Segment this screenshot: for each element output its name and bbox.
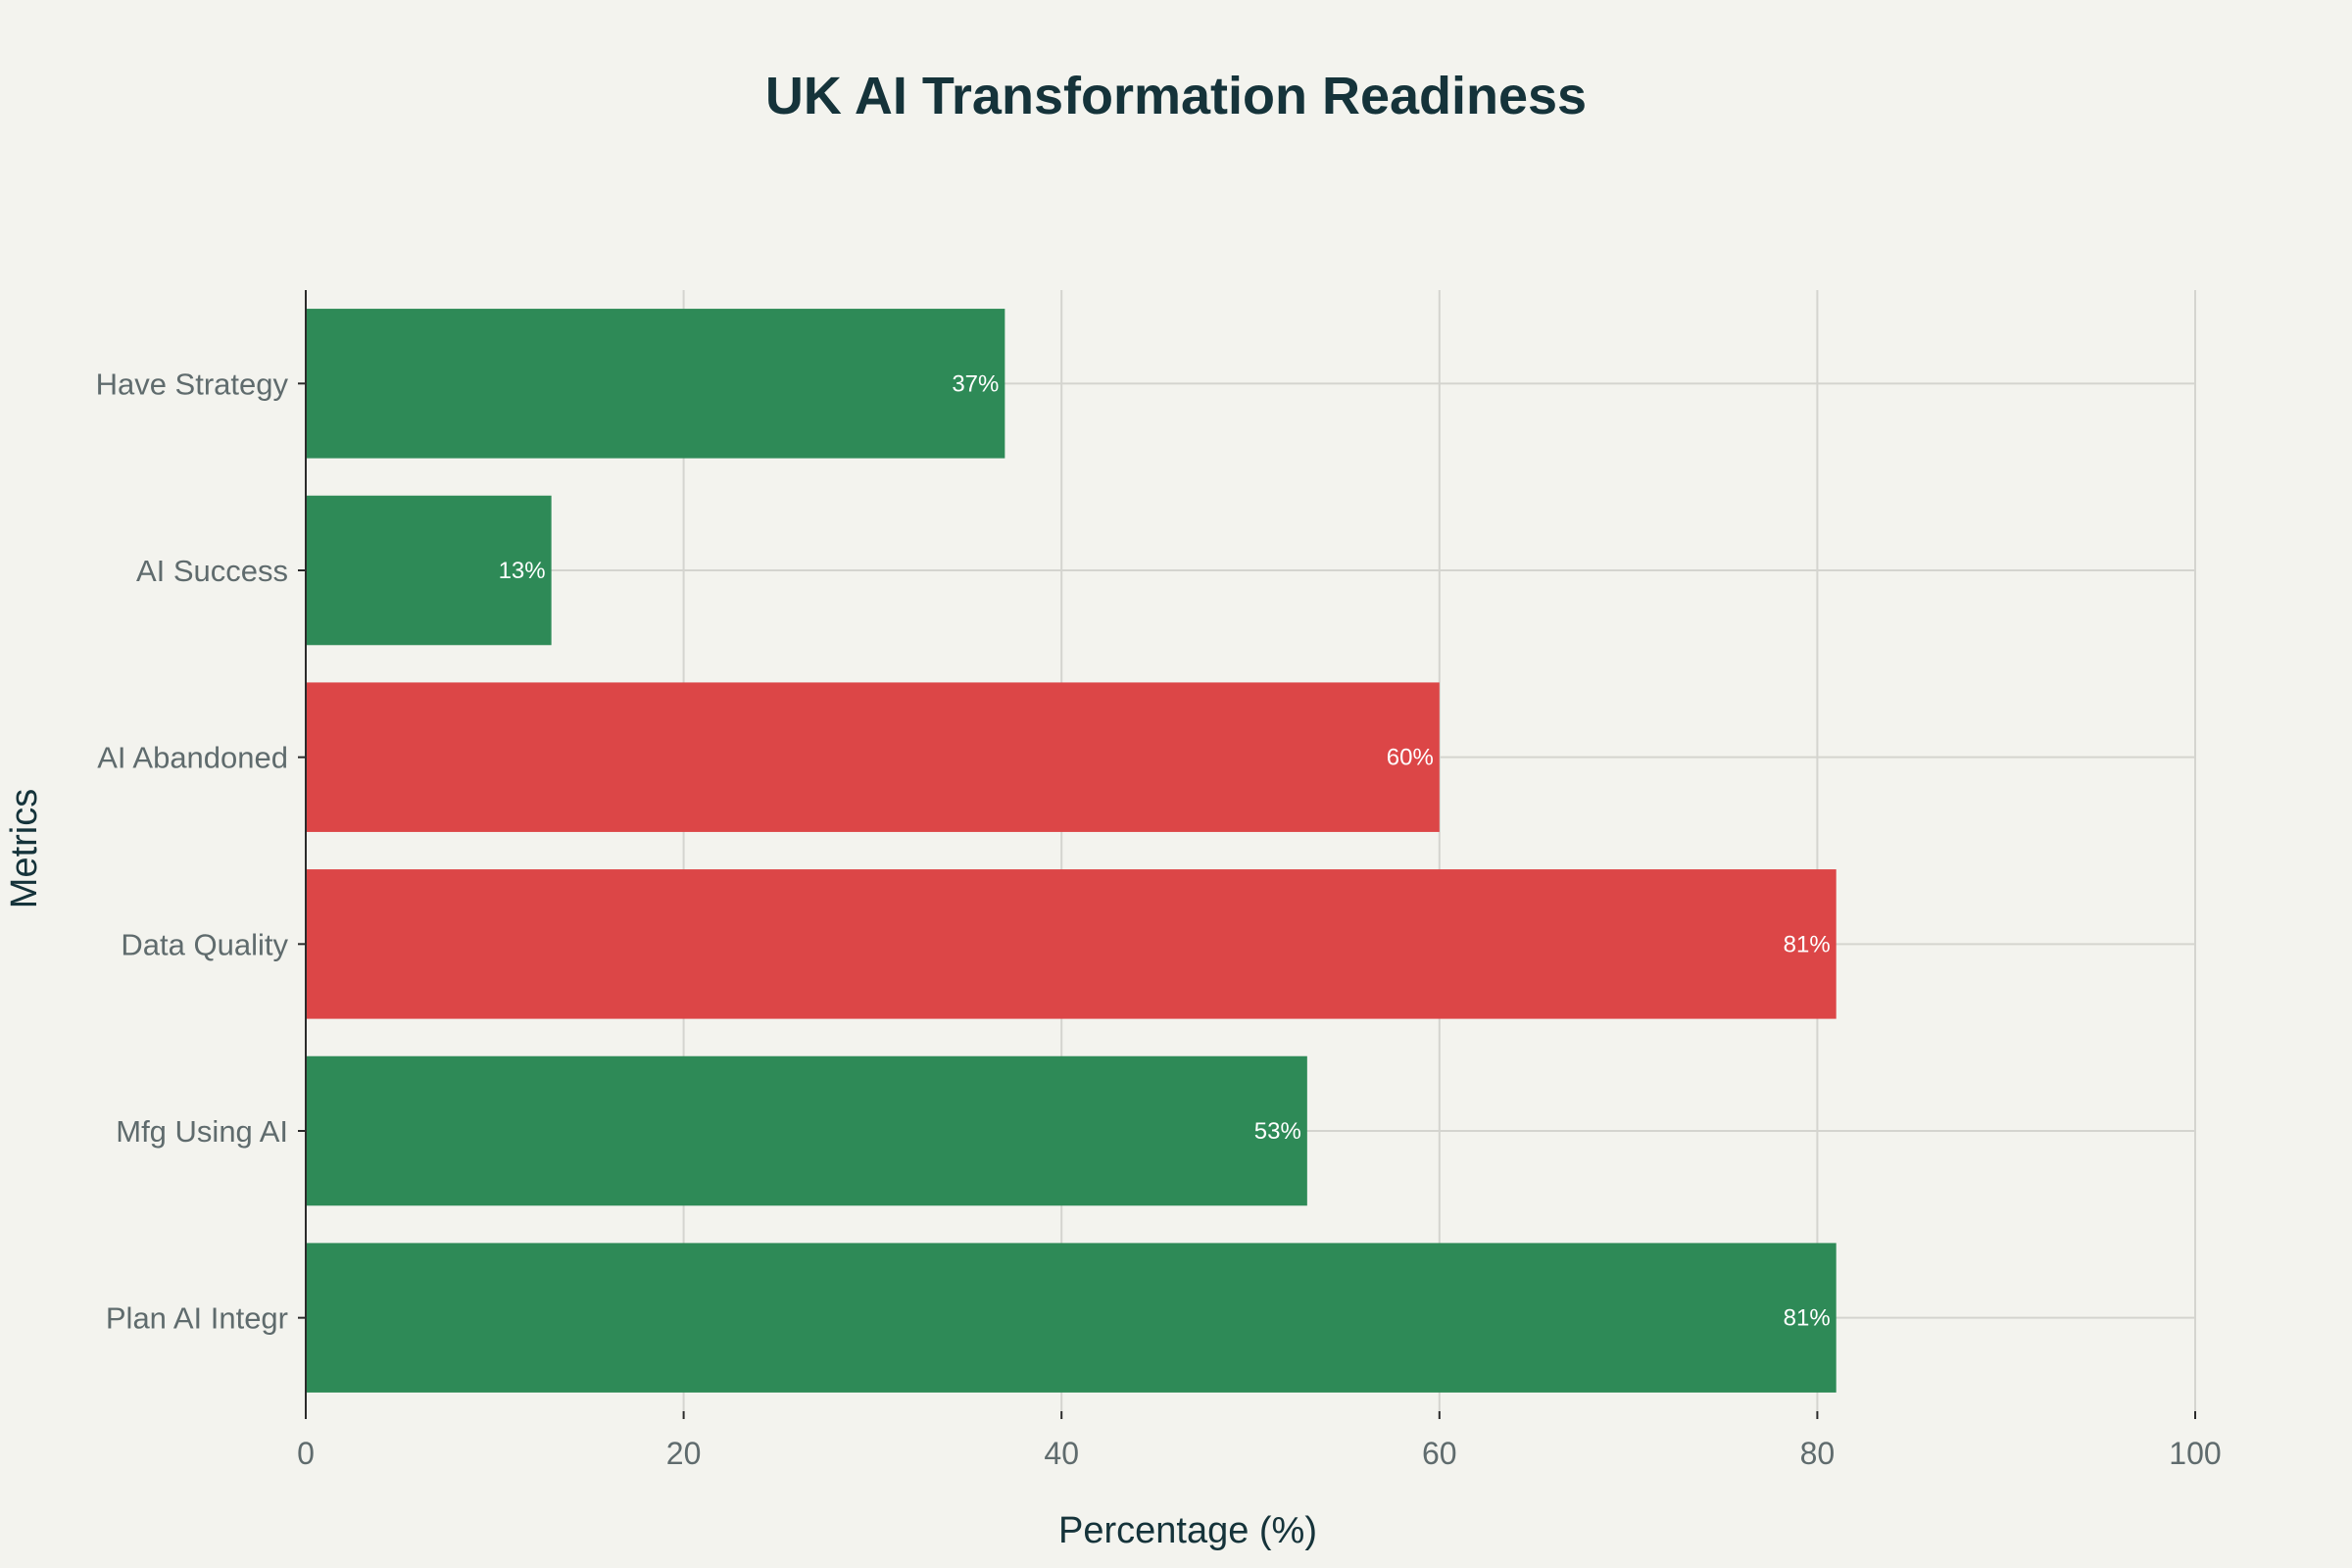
bar-value-label: 81% xyxy=(1784,1305,1831,1332)
bar xyxy=(306,682,1440,832)
x-tick-label: 80 xyxy=(1800,1436,1836,1471)
category-label: Have Strategy xyxy=(96,367,289,401)
bar-value-label: 37% xyxy=(952,370,999,397)
x-tick-label: 60 xyxy=(1422,1436,1457,1471)
bar xyxy=(306,309,1005,459)
bar xyxy=(306,1243,1837,1393)
chart-title: UK AI Transformation Readiness xyxy=(765,67,1587,125)
y-axis-title: Metrics xyxy=(4,789,45,908)
bar xyxy=(306,869,1837,1019)
bar-value-label: 53% xyxy=(1254,1118,1301,1145)
x-axis-title: Percentage (%) xyxy=(1058,1510,1317,1551)
y-axis-categories: Have Strategy AI Success AI Abandoned Data … xyxy=(96,367,289,1335)
x-tick-label: 100 xyxy=(2169,1436,2221,1471)
data-labels: 37% 13% 60% 81% 53% 81% xyxy=(499,370,1831,1331)
category-label: Mfg Using AI xyxy=(116,1114,288,1149)
category-label: Plan AI Integr xyxy=(106,1301,288,1336)
category-label: AI Abandoned xyxy=(97,741,288,775)
bar-value-label: 13% xyxy=(499,558,546,584)
x-tick-label: 0 xyxy=(297,1436,315,1471)
bar xyxy=(306,495,552,646)
bar xyxy=(306,1055,1307,1206)
bar-value-label: 81% xyxy=(1784,931,1831,957)
bars xyxy=(306,309,1837,1393)
x-tick-label: 40 xyxy=(1044,1436,1079,1471)
bar-value-label: 60% xyxy=(1387,745,1434,771)
x-tick-label: 20 xyxy=(666,1436,702,1471)
category-label: AI Success xyxy=(136,554,288,588)
x-axis-ticks: 0 20 40 60 80 100 xyxy=(297,1436,2222,1471)
category-label: Data Quality xyxy=(121,927,288,961)
